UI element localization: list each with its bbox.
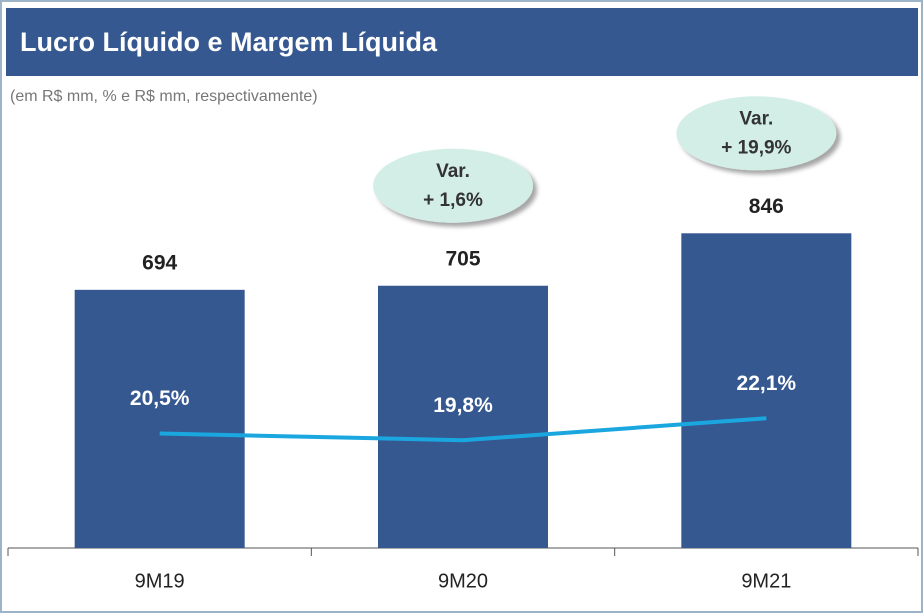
line-value-label: 19,8% <box>433 394 493 417</box>
margin-line <box>159 416 767 443</box>
chart-title: Lucro Líquido e Margem Líquida <box>20 27 438 57</box>
bar <box>378 285 548 548</box>
annotation-bubble <box>373 148 533 223</box>
annotation-text: Var. <box>436 161 470 182</box>
x-tick-label: 9M20 <box>438 570 488 592</box>
x-tick-label: 9M21 <box>741 570 791 592</box>
x-tick-label: 9M19 <box>135 570 185 592</box>
chart-subtitle: (em R$ mm, % e R$ mm, respectivamente) <box>10 88 318 105</box>
bar-value-label: 694 <box>142 251 177 274</box>
annotation-text: + 1,6% <box>423 190 483 211</box>
line-value-label: 22,1% <box>737 372 797 395</box>
annotation-bubble <box>676 96 837 171</box>
annotation-text: + 19,9% <box>721 137 791 158</box>
annotation-text: Var. <box>739 108 773 129</box>
bar <box>74 289 245 548</box>
line-value-label: 20,5% <box>130 387 190 410</box>
bar-value-label: 846 <box>749 195 784 218</box>
header-band <box>6 8 918 76</box>
bar <box>681 233 852 548</box>
bar-value-label: 705 <box>445 247 480 270</box>
